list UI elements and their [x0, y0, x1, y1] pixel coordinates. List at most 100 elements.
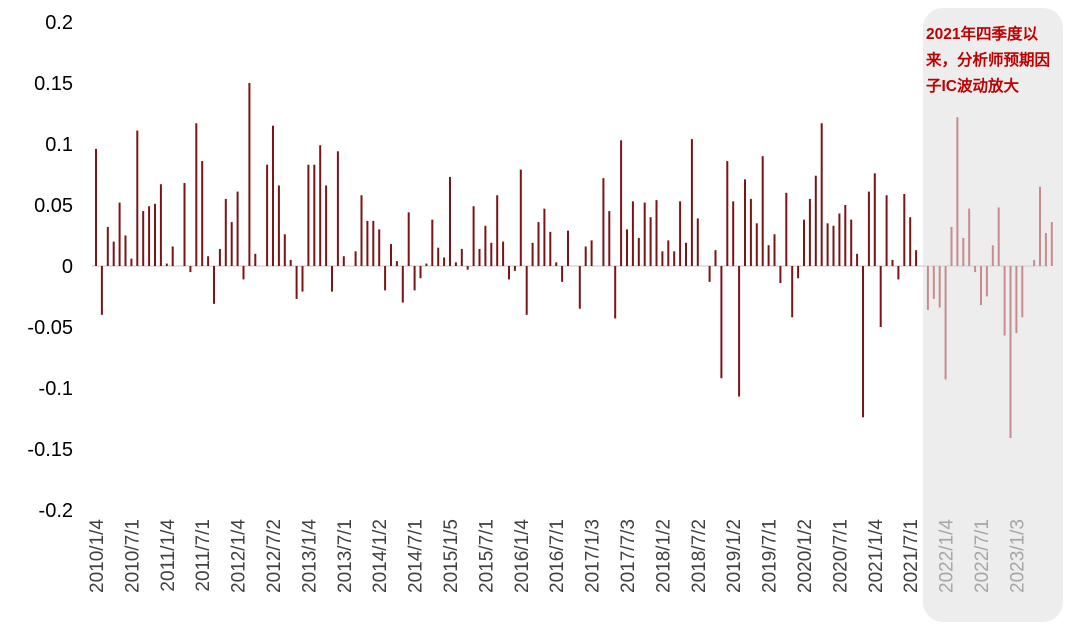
bar [1033, 259, 1036, 266]
bar [732, 201, 735, 266]
bar [980, 266, 982, 306]
x-tick-label: 2014/1/2 [370, 519, 391, 593]
bar [130, 258, 133, 266]
bar [673, 251, 676, 266]
x-tick-label: 2010/1/4 [87, 519, 108, 593]
bar [808, 198, 811, 266]
y-tick-label: 0.15 [34, 73, 73, 95]
bar [472, 206, 475, 266]
bar [903, 194, 906, 266]
x-tick-label: 2015/7/1 [476, 519, 497, 593]
bar [631, 201, 634, 266]
x-tick-label: 2019/7/1 [760, 519, 781, 593]
bar [307, 164, 310, 266]
bar [873, 173, 876, 266]
bar [844, 205, 847, 266]
bar [726, 161, 729, 266]
bar [850, 219, 853, 266]
bar [885, 195, 888, 266]
bar [932, 266, 935, 299]
bar [1050, 222, 1053, 266]
y-tick-label: -0.15 [27, 439, 73, 461]
bar [708, 266, 711, 282]
y-tick-label: 0.05 [34, 195, 73, 217]
bar [749, 198, 752, 266]
bar [183, 183, 186, 266]
bar [319, 145, 322, 266]
x-tick-label: 2014/7/1 [406, 519, 427, 593]
bar-series [95, 83, 1053, 439]
x-tick-label: 2017/7/3 [618, 519, 639, 593]
bar [549, 231, 552, 266]
bar [590, 240, 593, 266]
bar [301, 266, 304, 292]
bar [655, 200, 658, 266]
bar [1009, 266, 1012, 439]
bar [525, 266, 528, 315]
bar [584, 246, 587, 266]
bar [401, 266, 404, 303]
x-tick-label: 2018/7/2 [689, 519, 710, 593]
y-tick-label: 0.1 [45, 134, 73, 156]
bar [814, 175, 817, 266]
x-tick-label: 2021/1/4 [866, 519, 887, 593]
bar [755, 223, 758, 266]
bar [962, 237, 965, 266]
bar [496, 195, 499, 266]
x-tick-label: 2013/7/1 [335, 519, 356, 593]
bar [336, 151, 339, 266]
bar [454, 262, 457, 266]
bar [985, 266, 988, 297]
y-axis: 0.2 0.15 0.1 0.05 0 -0.05 -0.1 -0.15 -0.2 [27, 12, 73, 522]
bar [909, 217, 912, 266]
bar [1003, 266, 1006, 336]
bar [832, 225, 835, 266]
bar [360, 195, 363, 266]
bar [213, 266, 215, 304]
bar [685, 242, 687, 266]
bar [272, 125, 274, 266]
x-tick-label: 2012/1/4 [229, 519, 250, 593]
bar [974, 266, 977, 273]
bar [460, 248, 463, 266]
bar [248, 83, 251, 266]
bar [100, 266, 103, 315]
bar [531, 242, 534, 266]
bar [224, 198, 227, 266]
bar [826, 223, 829, 266]
bar [407, 212, 410, 266]
bar [313, 164, 316, 266]
bar [236, 191, 239, 266]
y-tick-label: 0 [62, 256, 73, 278]
bar [773, 234, 776, 266]
bar [690, 139, 693, 266]
bar [171, 246, 174, 266]
bar [443, 257, 446, 266]
bar [561, 266, 564, 282]
y-tick-label: -0.1 [39, 378, 73, 400]
bar [862, 266, 864, 418]
bar [136, 130, 139, 266]
bar [124, 235, 127, 266]
bar [968, 208, 971, 266]
bar [667, 240, 670, 266]
bar [956, 117, 959, 266]
bar [714, 250, 717, 266]
bar [478, 248, 481, 266]
bar [283, 234, 286, 266]
bar [354, 251, 357, 266]
x-tick-label: 2010/7/1 [122, 519, 143, 593]
bar [620, 140, 623, 266]
bar [720, 266, 723, 379]
bar [1015, 266, 1018, 334]
bar [537, 222, 540, 266]
bar [567, 230, 569, 266]
bar [266, 164, 269, 266]
y-tick-label: -0.2 [39, 500, 73, 522]
bar [207, 256, 210, 266]
bar [643, 202, 646, 266]
bar [1044, 233, 1047, 266]
bar [112, 241, 115, 266]
bar [395, 261, 398, 266]
bar [508, 266, 510, 280]
